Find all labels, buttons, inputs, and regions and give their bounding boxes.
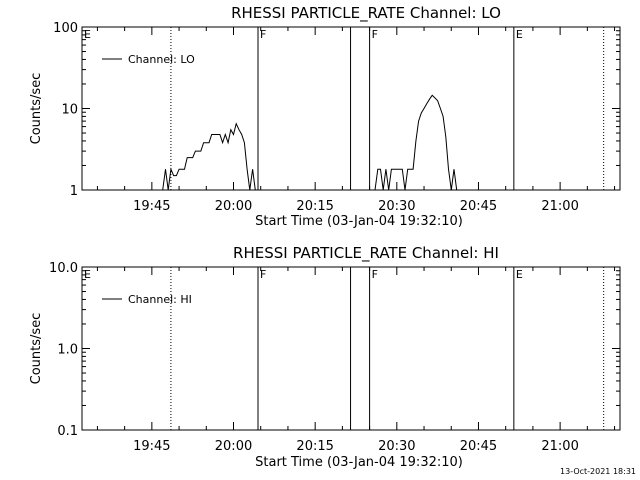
y-tick-label: 1.0: [57, 343, 78, 358]
y-tick-label: 10: [61, 103, 78, 118]
legend-label: Channel: HI: [128, 293, 192, 306]
y-tick-label: 1: [70, 184, 78, 199]
y-axis-label: Counts/sec: [29, 73, 44, 145]
x-tick-label: 21:00: [541, 199, 578, 214]
x-tick-label: 20:45: [460, 439, 497, 454]
x-tick-label: 20:30: [378, 439, 415, 454]
event-marker-label: F: [260, 268, 266, 281]
event-marker-label: E: [516, 268, 523, 281]
chart-title: RHESSI PARTICLE_RATE Channel: HI: [233, 244, 499, 263]
x-tick-label: 19:45: [133, 439, 170, 454]
event-marker-label: E: [516, 28, 523, 41]
chart-panel-0: RHESSI PARTICLE_RATE Channel: LO 1 10 100 Co…: [29, 4, 621, 229]
event-marker-label: F: [372, 28, 378, 41]
event-marker-label: E: [84, 268, 91, 281]
legend-label: Channel: LO: [128, 53, 195, 66]
x-tick-label: 20:30: [378, 199, 415, 214]
x-tick-label: 20:15: [296, 199, 333, 214]
event-marker-label: E: [84, 28, 91, 41]
x-tick-label: 20:45: [460, 199, 497, 214]
y-tick-label: 10.0: [49, 261, 78, 276]
y-tick-label: 100: [53, 21, 78, 36]
event-marker-label: F: [372, 268, 378, 281]
series-line: [162, 122, 256, 191]
series-line: [374, 94, 458, 191]
x-axis-label: Start Time (03-Jan-04 19:32:10): [255, 455, 463, 470]
x-axis-label: Start Time (03-Jan-04 19:32:10): [255, 214, 463, 229]
x-tick-label: 19:45: [133, 199, 170, 214]
x-tick-label: 20:15: [296, 439, 333, 454]
chart-panel-1: RHESSI PARTICLE_RATE Channel: HI 0.1 1.0 10…: [29, 244, 621, 470]
event-marker-label: F: [260, 28, 266, 41]
x-tick-label: 21:00: [541, 439, 578, 454]
y-axis-label: Counts/sec: [29, 313, 44, 385]
chart-title: RHESSI PARTICLE_RATE Channel: LO: [231, 4, 501, 23]
x-tick-label: 20:00: [215, 199, 252, 214]
x-tick-label: 20:00: [215, 439, 252, 454]
y-tick-label: 0.1: [57, 424, 78, 439]
footer-timestamp: 13-Oct-2021 18:31: [560, 467, 636, 476]
